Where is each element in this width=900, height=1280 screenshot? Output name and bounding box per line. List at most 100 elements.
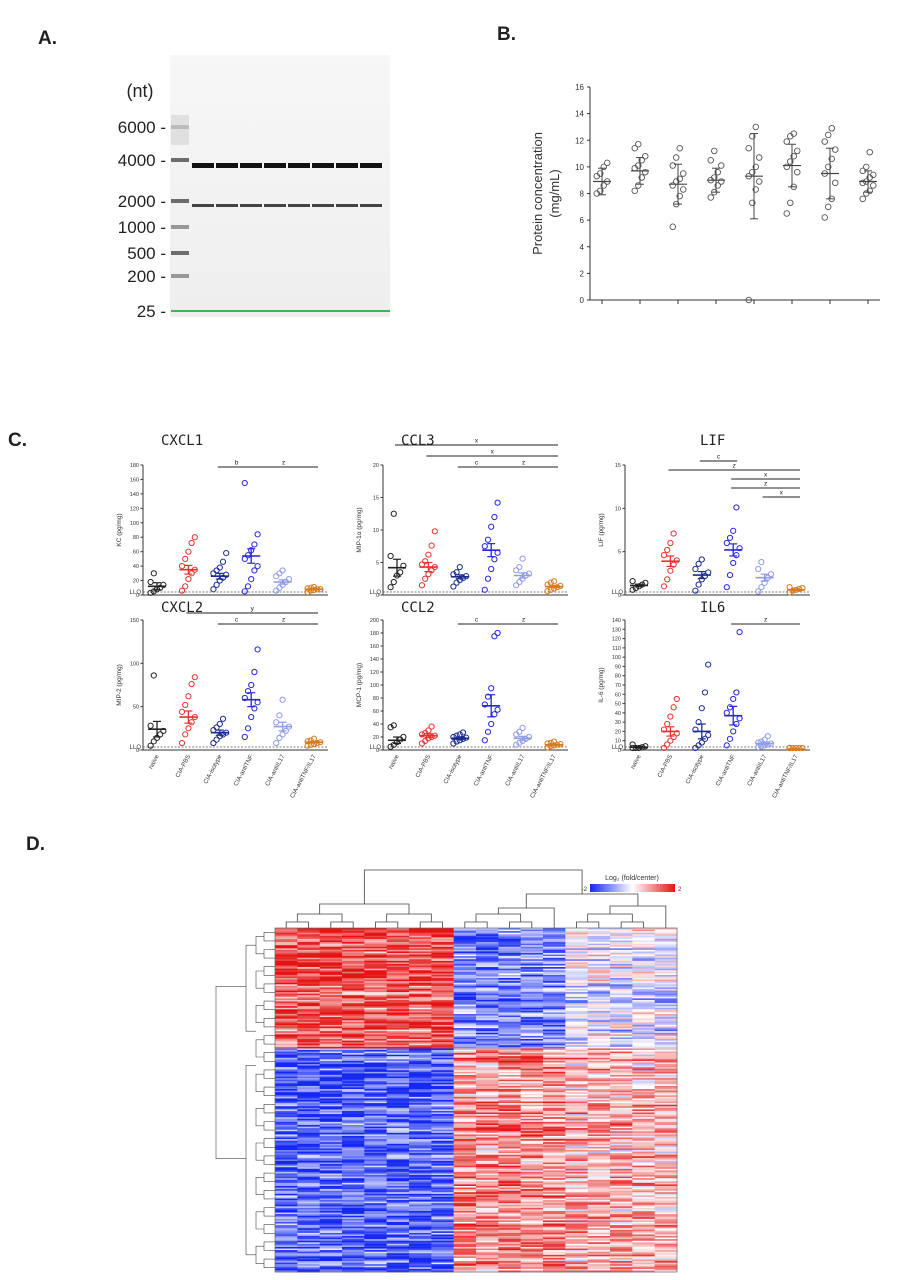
heatmap-cell	[319, 1040, 343, 1043]
heatmap-cell	[587, 1067, 611, 1070]
heatmap-cell	[275, 1064, 298, 1066]
heatmap-cell	[476, 1253, 499, 1256]
heatmap-cell	[431, 1173, 455, 1176]
heatmap-cell	[319, 943, 343, 946]
heatmap-cell	[342, 1189, 365, 1192]
heatmap-cell	[565, 1215, 589, 1218]
data-point	[799, 584, 806, 592]
heatmap-cell	[342, 1186, 365, 1188]
data-point	[745, 296, 752, 304]
heatmap-cell	[409, 1153, 432, 1156]
y-tick-label: 15	[373, 496, 379, 502]
heatmap-cell	[364, 943, 388, 946]
heatmap-cell	[520, 1157, 544, 1160]
heatmap-cell	[342, 984, 365, 987]
heatmap-cell	[453, 935, 477, 938]
heatmap-cell	[453, 1240, 477, 1243]
heatmap-cell	[386, 937, 410, 940]
heatmap-cell	[453, 1095, 477, 1098]
heatmap-cell	[342, 959, 365, 962]
heatmap-cell	[543, 1078, 566, 1081]
heatmap-cell	[498, 1095, 522, 1098]
data-point	[670, 733, 677, 741]
heatmap-cell	[632, 938, 656, 941]
heatmap-cell	[275, 1236, 298, 1238]
heatmap-cell	[297, 1204, 321, 1207]
data-point	[717, 162, 725, 169]
heatmap-cell	[520, 971, 544, 974]
heatmap-cell	[453, 1201, 477, 1204]
heatmap-cell	[498, 948, 522, 951]
heatmap-cell	[587, 996, 611, 999]
heatmap-cell	[520, 1225, 544, 1228]
heatmap-cell	[297, 982, 321, 985]
heatmap-cell	[431, 1248, 455, 1251]
heatmap-cell	[587, 1160, 611, 1163]
heatmap-cell	[342, 1018, 365, 1021]
heatmap-cell	[476, 1203, 499, 1206]
data-point	[185, 725, 192, 732]
heatmap-cell	[587, 1074, 611, 1077]
heatmap-cell	[520, 1232, 544, 1235]
data-point	[191, 534, 198, 541]
heatmap-cell	[364, 1170, 388, 1173]
heatmap-cell	[319, 1021, 343, 1024]
heatmap-cell	[431, 1225, 455, 1228]
heatmap-cell	[297, 948, 321, 951]
heatmap-cell	[275, 960, 298, 963]
heatmap-cell	[342, 1070, 365, 1073]
heatmap-cell	[342, 1181, 365, 1184]
heatmap-cell	[587, 1214, 611, 1217]
heatmap-cell	[520, 1089, 544, 1092]
heatmap-cell	[476, 1065, 499, 1068]
data-point	[494, 629, 501, 637]
heatmap-cell	[342, 1059, 365, 1062]
heatmap-cell	[319, 1218, 343, 1221]
heatmap-cell	[409, 1140, 432, 1143]
heatmap-cell	[476, 1001, 499, 1004]
data-point	[664, 546, 671, 554]
heatmap-cell	[431, 1256, 455, 1259]
heatmap-cell	[431, 1064, 455, 1066]
heatmap-cell	[409, 1084, 432, 1087]
heatmap-cell	[610, 953, 633, 955]
heatmap-cell	[587, 1135, 611, 1138]
heatmap-cell	[431, 1076, 455, 1079]
ladder-band	[171, 274, 189, 278]
heatmap-cell	[431, 1165, 455, 1168]
heatmap-cell	[476, 987, 499, 990]
heatmap-cell	[610, 1082, 633, 1085]
heatmap-cell	[587, 1014, 611, 1016]
data-point	[279, 567, 286, 574]
data-point	[481, 586, 488, 593]
heatmap-cell	[498, 1187, 522, 1190]
heatmap-cell	[565, 993, 589, 996]
heatmap-cell	[386, 988, 410, 991]
heatmap-cell	[275, 1189, 298, 1192]
heatmap-cell	[297, 1212, 321, 1215]
heatmap-cell	[632, 1137, 656, 1140]
heatmap-cell	[543, 1229, 566, 1232]
heatmap-cell	[654, 1228, 678, 1231]
heatmap-cell	[498, 1176, 522, 1179]
heatmap-cell	[632, 1089, 656, 1092]
heatmap-cell	[520, 1135, 544, 1138]
heatmap-cell	[476, 1029, 499, 1032]
heatmap-cell	[610, 1259, 633, 1262]
heatmap-cell	[386, 960, 410, 963]
heatmap-cell	[319, 1031, 343, 1034]
heatmap-cell	[297, 959, 321, 962]
heatmap-cell	[431, 1171, 455, 1174]
heatmap-cell	[431, 1187, 455, 1190]
heatmap-cell	[297, 1217, 321, 1220]
heatmap-cell	[431, 965, 455, 968]
heatmap-cell	[319, 1162, 343, 1165]
heatmap-cell	[453, 1090, 477, 1093]
heatmap-cell	[632, 970, 656, 973]
heatmap-cell	[476, 1009, 499, 1012]
heatmap-cell	[565, 938, 589, 941]
heatmap-cell	[431, 1082, 455, 1085]
heatmap-cell	[632, 1012, 656, 1015]
heatmap-cell	[498, 1157, 522, 1160]
heatmap-cell	[520, 1257, 544, 1260]
